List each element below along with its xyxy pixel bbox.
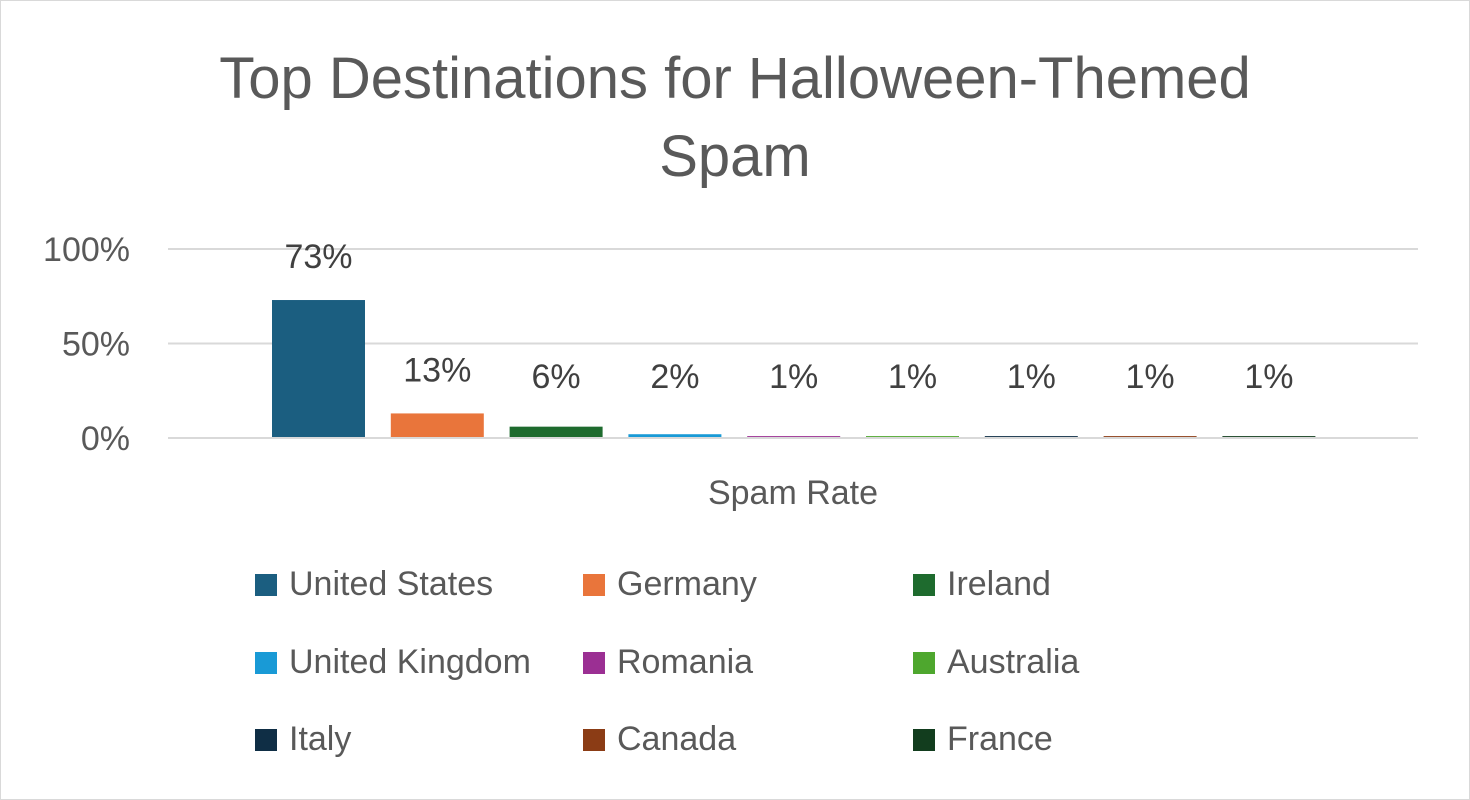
legend-label: France (947, 720, 1053, 758)
data-label: 1% (769, 358, 818, 396)
bar-united-states (272, 300, 365, 438)
legend-label: United Kingdom (289, 642, 531, 681)
legend-item: United States (255, 560, 583, 638)
data-label: 73% (284, 238, 352, 276)
y-tick-label: 50% (62, 326, 130, 364)
bar-united-kingdom (628, 434, 722, 438)
legend-swatch (583, 651, 605, 674)
legend-label: United States (289, 565, 494, 603)
legend-label: Romania (617, 642, 754, 681)
data-label: 1% (1244, 358, 1293, 396)
legend-swatch (913, 729, 935, 751)
legend-swatch (255, 729, 277, 751)
bar-germany (390, 413, 484, 438)
y-tick-label: 100% (43, 231, 130, 269)
data-label: 1% (1126, 358, 1175, 396)
legend-item: France (913, 715, 1243, 793)
legend-item: Ireland (913, 560, 1243, 638)
legend-swatch (913, 574, 935, 596)
legend-label: Germany (617, 565, 757, 603)
legend-swatch (913, 651, 935, 674)
legend-item: United Kingdom (255, 638, 583, 716)
chart-title: Top Destinations for Halloween-Themed Sp… (0, 40, 1470, 196)
legend: United States Germany Ireland United Kingdo… (255, 560, 1255, 793)
legend-item: Italy (255, 715, 583, 793)
legend-label: Italy (289, 720, 352, 758)
data-label: 1% (1007, 358, 1056, 396)
legend-swatch (255, 651, 277, 674)
bar-ireland (509, 426, 603, 438)
legend-label: Ireland (947, 565, 1051, 603)
data-label: 2% (650, 358, 699, 396)
legend-item: Romania (583, 638, 913, 716)
legend-label: Canada (617, 720, 737, 758)
legend-label: Australia (947, 642, 1080, 681)
legend-swatch (583, 729, 605, 751)
chart-title-text: Top Destinations for Halloween-Themed Sp… (219, 46, 1251, 189)
data-label: 6% (532, 358, 581, 396)
legend-swatch (255, 574, 277, 596)
y-tick-label: 0% (81, 420, 130, 458)
x-axis-label: Spam Rate (708, 474, 878, 512)
legend-swatch (583, 574, 605, 596)
legend-item: Germany (583, 560, 913, 638)
data-label: 1% (888, 358, 937, 396)
legend-item: Australia (913, 638, 1243, 716)
data-label: 13% (403, 351, 471, 389)
legend-item: Canada (583, 715, 913, 793)
